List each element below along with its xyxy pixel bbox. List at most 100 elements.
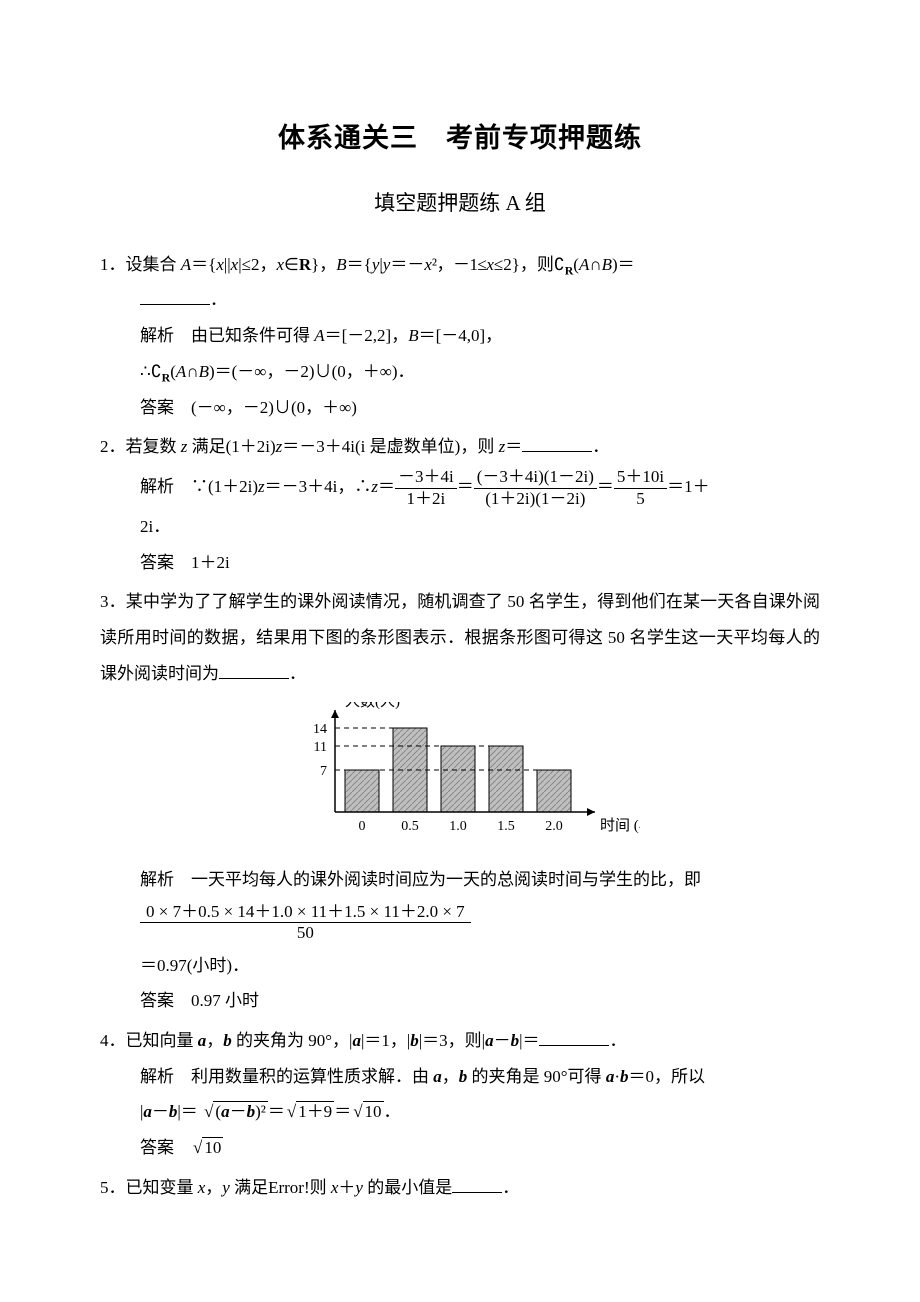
t: 1＋2i (174, 553, 230, 572)
error-text: Error! (268, 1178, 310, 1197)
sym: A (176, 362, 186, 381)
sym: A (181, 255, 191, 274)
t: || (224, 255, 231, 274)
problem-5-text: 5．已知变量 x，y 满足Error!则 x＋y 的最小值是． (100, 1170, 820, 1206)
t: 利用数量积的运算性质求解．由 (174, 1067, 433, 1086)
sym: y (355, 1178, 363, 1197)
t: ， (206, 1031, 223, 1050)
problem-3: 3．某中学为了了解学生的课外阅读情况，随机调查了 50 名学生，得到他们在某一天… (100, 584, 820, 1019)
sym: B (602, 255, 612, 274)
sym: a (221, 1102, 230, 1121)
sym: a (433, 1067, 442, 1086)
t: ． (609, 1031, 626, 1050)
t: ． (210, 290, 227, 309)
num: 5＋10i (614, 467, 667, 488)
p1-sol-2: ∴∁R(A∩B)＝(－∞，－2)∪(0，＋∞)． (100, 354, 820, 390)
t: 若复数 (126, 437, 181, 456)
t: 某中学为了了解学生的课外阅读情况，随机调查了 50 名学生，得到他们在某一天各自… (100, 592, 820, 682)
problem-3-num: 3． (100, 592, 126, 611)
t: ＝ (268, 1102, 285, 1121)
frac: (－3＋4i)(1－2i)(1＋2i)(1－2i) (474, 467, 597, 509)
t: ∴ (140, 362, 151, 381)
t: 设集合 (126, 255, 181, 274)
svg-text:人数(人): 人数(人) (345, 702, 400, 710)
problem-5: 5．已知变量 x，y 满足Error!则 x＋y 的最小值是． (100, 1170, 820, 1206)
p1-sol-1: 解析 由已知条件可得 A＝[－2,2]，B＝[－4,0]， (100, 318, 820, 354)
frac: 5＋10i5 (614, 467, 667, 509)
t: 则 (310, 1178, 331, 1197)
t: |≤2， (238, 255, 276, 274)
p1-ans: 答案 (－∞，－2)∪(0，＋∞) (100, 390, 820, 426)
t: ， (442, 1067, 459, 1086)
radicand: 10 (202, 1137, 223, 1157)
t (174, 1138, 191, 1157)
sym: x (276, 255, 284, 274)
bar-chart: 7111400.51.01.52.0人数(人)时间 (小时) (100, 702, 820, 855)
t: ≤2}，则 (494, 255, 554, 274)
radicand: 10 (363, 1101, 384, 1121)
svg-text:11: 11 (314, 740, 327, 755)
problem-1: 1．设集合 A＝{x||x|≤2，x∈R}，B＝{y|y＝－x²，－1≤x≤2}… (100, 247, 820, 425)
label-explain: 解析 (140, 477, 174, 496)
blank (522, 435, 592, 452)
svg-text:2.0: 2.0 (545, 819, 563, 834)
sym: a (143, 1102, 152, 1121)
t: ＝[－4,0]， (419, 326, 503, 345)
t: ²，－1≤ (432, 255, 486, 274)
t: )＝ (612, 255, 635, 274)
t: ＝ (378, 477, 395, 496)
t: )＝(－∞，－2)∪(0，＋∞)． (209, 362, 415, 381)
sym: B (408, 326, 418, 345)
problem-4: 4．已知向量 a，b 的夹角为 90°，|a|＝1，|b|＝3，则|a－b|＝．… (100, 1023, 820, 1166)
p4-sol-1: 解析 利用数量积的运算性质求解．由 a，b 的夹角是 90°可得 a·b＝0，所… (100, 1059, 820, 1095)
sub-title: 填空题押题练 A 组 (100, 181, 820, 225)
sym: x (486, 255, 494, 274)
sqrt: (a－b)² (202, 1094, 268, 1130)
sqrt: 10 (351, 1094, 383, 1130)
t: |＝1，| (361, 1031, 410, 1050)
t: ＝{ (347, 255, 372, 274)
t: ＝ (505, 437, 522, 456)
t: ＝0.97(小时)． (140, 956, 249, 975)
t: － (494, 1031, 511, 1050)
label-answer: 答案 (140, 398, 174, 417)
p1-blank-line: ． (100, 282, 820, 318)
t: ＝{ (191, 255, 216, 274)
num: (－3＋4i)(1－2i) (474, 467, 597, 488)
p4-ans: 答案 10 (100, 1130, 820, 1166)
t: － (152, 1102, 169, 1121)
sym: b (223, 1031, 232, 1050)
sym: R (299, 255, 311, 274)
p2-sol-1: 解析 ∵(1＋2i)z＝－3＋4i，∴z＝－3＋4i1＋2i＝(－3＋4i)(1… (100, 465, 820, 509)
problem-3-text: 3．某中学为了了解学生的课外阅读情况，随机调查了 50 名学生，得到他们在某一天… (100, 584, 820, 691)
bar-chart-svg: 7111400.51.01.52.0人数(人)时间 (小时) (280, 702, 640, 842)
num: 0 × 7＋0.5 × 14＋1.0 × 11＋1.5 × 11＋2.0 × 7 (140, 902, 471, 923)
t: ． (384, 1102, 401, 1121)
svg-text:0: 0 (359, 819, 366, 834)
t: 的最小值是 (363, 1178, 452, 1197)
t: )² (255, 1102, 266, 1121)
sym: y (222, 1178, 230, 1197)
den: 1＋2i (395, 489, 457, 509)
p3-sol-1: 解析 一天平均每人的课外阅读时间应为一天的总阅读时间与学生的比，即 (100, 862, 820, 898)
t: ∵(1＋2i) (174, 477, 258, 496)
t: ＝[－2,2]， (325, 326, 409, 345)
t: ＝ (334, 1102, 351, 1121)
p3-sol-2: ＝0.97(小时)． (100, 948, 820, 984)
sqrt: 10 (191, 1130, 223, 1166)
sym: x (216, 255, 224, 274)
t: ＝0，所以 (628, 1067, 705, 1086)
t: 已知变量 (126, 1178, 198, 1197)
problem-5-num: 5． (100, 1178, 126, 1197)
t: 0.97 小时 (174, 991, 259, 1010)
t: |＝ (177, 1102, 202, 1121)
sym: b (410, 1031, 419, 1050)
num: －3＋4i (395, 467, 457, 488)
blank (219, 662, 289, 679)
p2-sol-2: 2i． (100, 509, 820, 545)
den: (1＋2i)(1－2i) (474, 489, 597, 509)
den: 5 (614, 489, 667, 509)
sym: b (511, 1031, 520, 1050)
blank (452, 1176, 502, 1193)
main-title: 体系通关三 考前专项押题练 (100, 110, 820, 167)
